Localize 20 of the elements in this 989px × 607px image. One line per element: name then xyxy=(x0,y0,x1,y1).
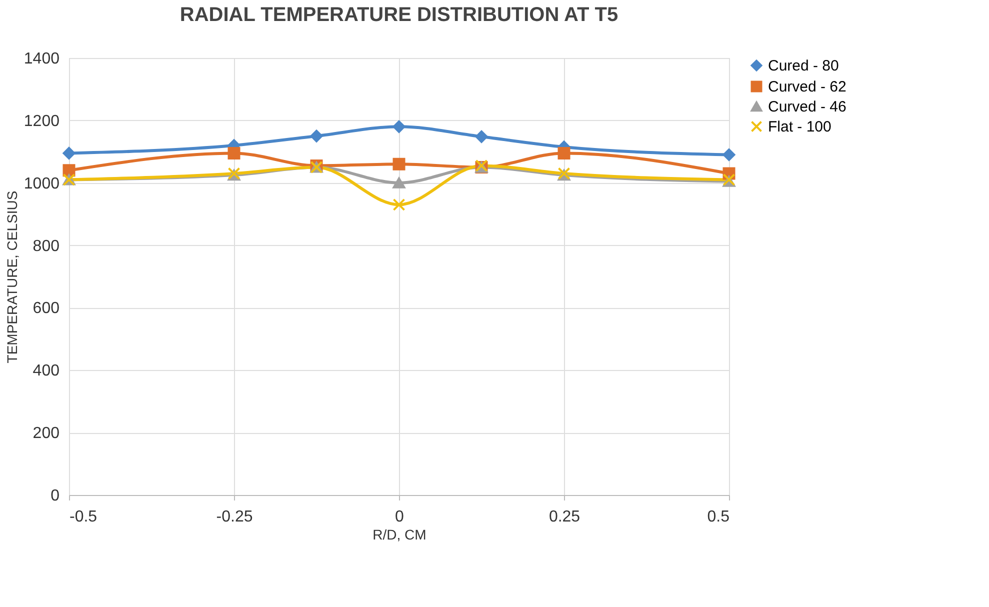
y-tick-label: 1200 xyxy=(24,112,60,130)
y-tick-label: 1400 xyxy=(24,50,60,68)
x-tick-label: 0.25 xyxy=(548,508,580,526)
x-tick-label: -0.25 xyxy=(216,508,253,526)
legend-label: Flat - 100 xyxy=(768,118,832,136)
legend-label: Curved - 46 xyxy=(768,98,846,116)
x-axis-title: R/D, CM xyxy=(372,526,426,542)
y-tick-label: 200 xyxy=(32,425,60,442)
y-tick-label: 800 xyxy=(32,238,60,255)
y-tick-label: 600 xyxy=(32,300,60,318)
y-tick-label: 1000 xyxy=(24,175,60,192)
y-tick-label: 0 xyxy=(50,488,60,504)
y-axis-title: TEMPERATURE, CELSIUS xyxy=(4,190,20,364)
x-tick-label: 0 xyxy=(395,508,404,526)
legend-label: Curved - 62 xyxy=(768,78,846,96)
chart-title: RADIAL TEMPERATURE DISTRIBUTION AT T5 xyxy=(180,4,618,26)
legend-label: Cured - 80 xyxy=(768,58,839,74)
x-tick-label: 0.5 xyxy=(707,508,730,526)
y-tick-label: 400 xyxy=(32,362,60,380)
x-tick-label: -0.5 xyxy=(70,508,98,526)
